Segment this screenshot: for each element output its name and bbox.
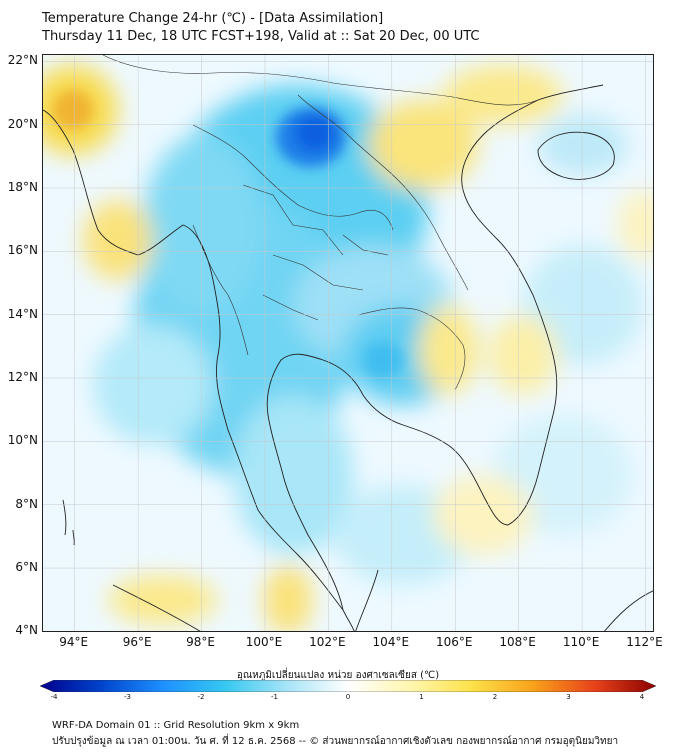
lon-tick-label: 112°E	[626, 635, 663, 649]
lat-tick-label: 10°N	[7, 433, 38, 448]
lon-tick-label: 98°E	[186, 635, 215, 649]
coastline-borneo	[604, 590, 653, 631]
coastline-myanmar-west	[43, 109, 355, 631]
field-cold-region	[143, 135, 263, 315]
lat-tick-label: 8°N	[15, 496, 38, 511]
lon-tick-label: 108°E	[499, 635, 536, 649]
coastline-gulf-of-thailand	[266, 353, 554, 611]
colorbar-tick-label: -3	[124, 693, 131, 701]
field-warm-region	[433, 475, 533, 555]
lat-tick-label: 18°N	[7, 180, 38, 195]
lon-tick-label: 104°E	[372, 635, 410, 649]
field-cool-region	[233, 395, 353, 555]
border-cambodia	[357, 307, 466, 391]
colorbar-tick-label: -1	[271, 693, 278, 701]
colorbar-tick-label: 2	[492, 693, 498, 701]
border-laos	[297, 94, 469, 291]
field-warm-region	[108, 575, 218, 625]
map-subtitle: Thursday 11 Dec, 18 UTC FCST+198, Valid …	[42, 29, 480, 44]
field-cold-core	[295, 115, 335, 151]
lat-tick-label: 4°N	[15, 623, 38, 638]
lon-tick-label: 96°E	[122, 635, 152, 649]
coastline-malay-peninsula-east	[355, 569, 379, 631]
colorbar-tick-label: -2	[197, 693, 205, 701]
lon-tick-label: 110°E	[562, 635, 600, 649]
footer-model-info: WRF-DA Domain 01 :: Grid Resolution 9km …	[52, 720, 300, 731]
lat-tick-label: 6°N	[15, 560, 38, 575]
island-nicobar	[72, 529, 75, 546]
lon-tick-label: 102°E	[309, 635, 346, 649]
lat-tick-label: 22°N	[7, 53, 38, 68]
border-thailand-north	[192, 124, 394, 231]
field-warm-core	[53, 90, 93, 130]
temperature-field	[43, 65, 653, 631]
field-warm-region	[488, 315, 558, 395]
lat-tick-label: 14°N	[7, 306, 38, 321]
field-warm-region	[443, 65, 563, 125]
field-warm-region	[418, 305, 478, 395]
field-warm-region	[368, 100, 478, 190]
country-borders	[102, 55, 539, 391]
field-cold-core	[363, 342, 403, 378]
colorbar-bar	[40, 680, 656, 692]
temperature-field-map	[43, 55, 653, 631]
field-warm-region	[618, 190, 653, 260]
island-andaman	[62, 499, 67, 536]
lat-tick-label: 12°N	[7, 370, 38, 385]
field-warm-region	[83, 200, 153, 280]
lon-tick-label: 94°E	[59, 635, 89, 649]
coastline-hainan	[537, 131, 615, 180]
lat-tick-label: 16°N	[7, 243, 38, 258]
border-china	[102, 55, 539, 106]
coastline-sumatra	[112, 584, 201, 631]
field-warm-region	[263, 565, 313, 631]
colorbar-tick-label: -4	[50, 693, 58, 701]
lat-tick-label: 20°N	[7, 116, 38, 131]
field-cool-region	[538, 115, 628, 175]
field-cool-region	[93, 325, 213, 445]
lon-tick-label: 106°E	[435, 635, 473, 649]
lon-tick-label: 100°E	[245, 635, 283, 649]
map-title: Temperature Change 24-hr (℃) - [Data Ass…	[42, 11, 384, 26]
colorbar-tick-label: 4	[639, 693, 645, 701]
colorbar	[40, 680, 656, 692]
map-panel	[42, 54, 654, 632]
colorbar-tick-label: 1	[419, 693, 424, 701]
colorbar-tick-label: 3	[566, 693, 571, 701]
province-lines	[242, 184, 389, 321]
grid-lines	[43, 55, 653, 631]
colorbar-tick-label: 0	[345, 693, 351, 701]
footer-credit: ปรับปรุงข้อมูล ณ เวลา 01:00น. วัน ศ. ที่…	[52, 736, 619, 747]
colorbar-title: อุณหภูมิเปลี่ยนแปลง หน่วย องศาเซลเซียส (…	[236, 670, 440, 681]
